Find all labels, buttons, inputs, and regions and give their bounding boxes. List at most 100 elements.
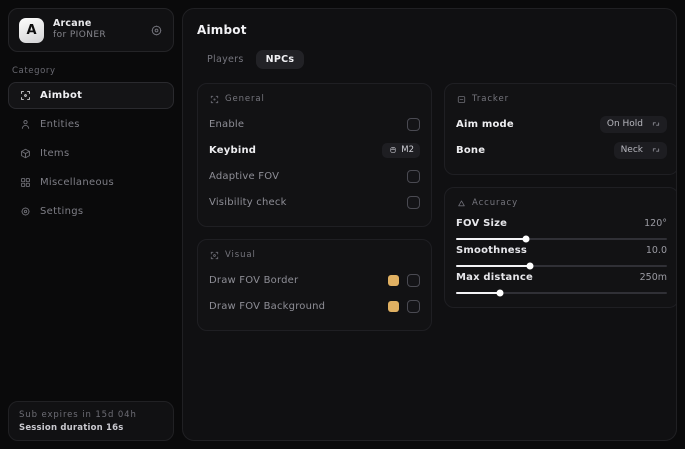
- setting-label: Bone: [456, 144, 486, 156]
- slider-fill: [456, 265, 530, 267]
- brand-text: Arcane for PIONER: [53, 18, 107, 40]
- slider-value: 250m: [639, 272, 667, 283]
- brand-subtitle: for PIONER: [53, 29, 107, 40]
- sidebar-nav: Aimbot Entities Items: [8, 82, 174, 225]
- panel-general-header: General: [209, 94, 420, 104]
- setting-row-keybind: Keybind M2: [209, 137, 420, 163]
- setting-row-draw-fov-background: Draw FOV Background: [209, 293, 420, 319]
- setting-row-draw-fov-border: Draw FOV Border: [209, 267, 420, 293]
- setting-row-adaptive-fov: Adaptive FOV: [209, 163, 420, 189]
- panel-tracker-header: Tracker: [456, 94, 667, 104]
- panel-general: General Enable Keybind: [197, 83, 432, 227]
- left-column: General Enable Keybind: [197, 83, 432, 331]
- adaptive-fov-checkbox[interactable]: [407, 169, 420, 183]
- slider-fov-size: FOV Size 120°: [456, 215, 667, 243]
- sidebar-item-label: Settings: [40, 206, 84, 217]
- panel-title: Tracker: [472, 94, 509, 104]
- slider-track[interactable]: [456, 262, 667, 270]
- panel-columns: General Enable Keybind: [197, 83, 676, 440]
- app-logo: A: [19, 17, 44, 43]
- panel-accuracy: Accuracy FOV Size 120°: [444, 187, 676, 308]
- slider-header: Max distance 250m: [456, 272, 667, 283]
- sidebar-item-aimbot[interactable]: Aimbot: [8, 82, 174, 109]
- panel-visual-header: Visual: [209, 250, 420, 260]
- chevron-down-icon: [651, 120, 660, 129]
- slider-label: FOV Size: [456, 218, 508, 229]
- page-title: Aimbot: [197, 23, 247, 37]
- slider-fill: [456, 238, 526, 240]
- draw-fov-background-checkbox[interactable]: [407, 299, 420, 313]
- setting-row-enable: Enable: [209, 111, 420, 137]
- bone-select[interactable]: Neck: [613, 141, 667, 159]
- sidebar-item-label: Entities: [40, 119, 80, 130]
- sidebar-item-label: Miscellaneous: [40, 177, 115, 188]
- sidebar-item-entities[interactable]: Entities: [8, 111, 174, 138]
- slider-value: 10.0: [645, 245, 667, 256]
- gear-icon: [19, 206, 31, 218]
- sidebar-item-items[interactable]: Items: [8, 140, 174, 167]
- fov-background-color-swatch[interactable]: [388, 300, 399, 312]
- crosshair-icon: [19, 90, 31, 102]
- main-content: Aimbot Players NPCs General: [182, 8, 677, 441]
- keybind-button[interactable]: M2: [382, 142, 420, 158]
- sidebar: A Arcane for PIONER Category: [8, 8, 174, 441]
- sub-expiry-text: Sub expires in 15d 04h: [19, 410, 137, 420]
- triangle-icon: [456, 198, 466, 208]
- brand-card: A Arcane for PIONER: [8, 8, 174, 52]
- panel-tracker: Tracker Aim mode On Hold: [444, 83, 676, 175]
- setting-label: Enable: [209, 118, 245, 130]
- keybind-value: M2: [401, 145, 414, 155]
- slider-thumb[interactable]: [522, 235, 530, 243]
- slider-thumb[interactable]: [526, 262, 534, 270]
- chevron-down-icon: [651, 146, 660, 155]
- sidebar-item-label: Items: [40, 148, 70, 159]
- setting-label: Aim mode: [456, 118, 514, 130]
- sidebar-category-label: Category: [12, 66, 56, 76]
- crosshair-icon: [209, 94, 219, 104]
- grid-icon: [19, 177, 31, 189]
- slider-header: Smoothness 10.0: [456, 245, 667, 256]
- slider-label: Max distance: [456, 272, 533, 283]
- enable-checkbox[interactable]: [407, 117, 420, 131]
- gear-icon[interactable]: [149, 23, 163, 37]
- draw-fov-border-checkbox[interactable]: [407, 273, 420, 287]
- sidebar-item-miscellaneous[interactable]: Miscellaneous: [8, 169, 174, 196]
- session-duration-text: Session duration 16s: [19, 423, 124, 433]
- slider-label: Smoothness: [456, 245, 528, 256]
- slider-value: 120°: [644, 218, 667, 229]
- slider-track[interactable]: [456, 289, 667, 297]
- tab-players[interactable]: Players: [207, 54, 244, 65]
- bone-value: Neck: [620, 145, 643, 155]
- tab-npcs[interactable]: NPCs: [255, 50, 305, 69]
- tab-bar: Players NPCs: [197, 50, 662, 69]
- slider-fill: [456, 292, 501, 294]
- aim-mode-select[interactable]: On Hold: [599, 115, 667, 133]
- mouse-icon: [388, 146, 397, 155]
- slider-track[interactable]: [456, 235, 667, 243]
- fov-border-color-swatch[interactable]: [388, 274, 399, 286]
- setting-label: Visibility check: [209, 196, 287, 208]
- setting-row-aim-mode: Aim mode On Hold: [456, 111, 667, 137]
- visibility-check-checkbox[interactable]: [407, 195, 420, 209]
- person-icon: [19, 119, 31, 131]
- right-column: Tracker Aim mode On Hold: [444, 83, 676, 308]
- setting-label: Draw FOV Border: [209, 274, 299, 286]
- panel-icon: [456, 94, 466, 104]
- panel-title: General: [225, 94, 265, 104]
- panel-accuracy-header: Accuracy: [456, 198, 667, 208]
- subscription-status-card: Sub expires in 15d 04h Session duration …: [8, 401, 174, 441]
- setting-label: Draw FOV Background: [209, 300, 326, 312]
- setting-row-visibility-check: Visibility check: [209, 189, 420, 215]
- setting-label: Adaptive FOV: [209, 170, 280, 182]
- setting-label: Keybind: [209, 144, 257, 156]
- panel-title: Visual: [225, 250, 256, 260]
- panel-visual: Visual Draw FOV Border Draw FOV Backgrou…: [197, 239, 432, 331]
- slider-thumb[interactable]: [496, 289, 504, 297]
- slider-max-distance: Max distance 250m: [456, 269, 667, 297]
- brand-name: Arcane: [53, 18, 92, 30]
- panel-title: Accuracy: [472, 198, 519, 208]
- sidebar-item-settings[interactable]: Settings: [8, 198, 174, 225]
- slider-smoothness: Smoothness 10.0: [456, 242, 667, 270]
- setting-row-bone: Bone Neck: [456, 137, 667, 163]
